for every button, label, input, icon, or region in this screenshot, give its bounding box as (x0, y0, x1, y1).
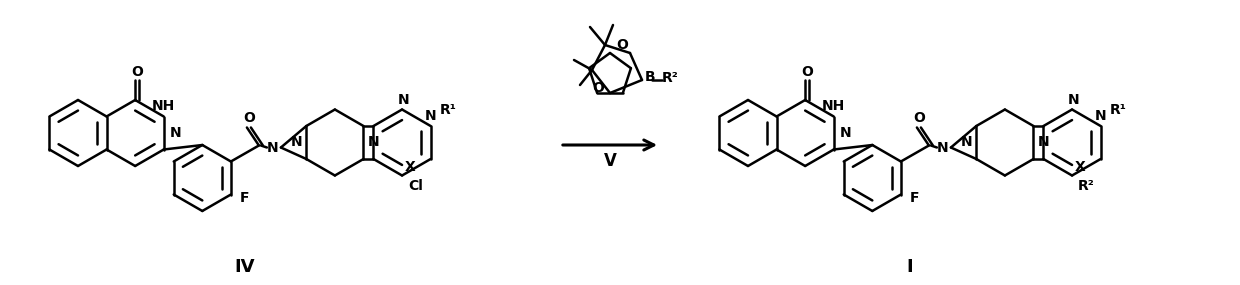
Text: B: B (645, 70, 655, 84)
Text: R¹: R¹ (440, 103, 458, 117)
Text: N: N (1068, 93, 1080, 107)
Text: O: O (913, 111, 925, 125)
Text: I: I (906, 258, 914, 276)
Text: NH: NH (151, 99, 175, 113)
Text: R²: R² (1078, 178, 1095, 192)
Text: X: X (405, 160, 415, 174)
Text: N: N (170, 126, 181, 140)
Text: N: N (290, 135, 303, 150)
Text: N: N (424, 109, 436, 123)
Text: N: N (398, 93, 410, 107)
Text: O: O (616, 38, 627, 52)
Text: IV: IV (234, 258, 255, 276)
Text: N: N (1095, 109, 1106, 123)
Text: R²: R² (662, 71, 678, 85)
Text: O: O (243, 111, 255, 125)
Text: N: N (839, 126, 852, 140)
Text: N: N (1038, 135, 1049, 150)
Text: O: O (591, 81, 604, 95)
Text: NH: NH (822, 99, 846, 113)
Text: F: F (241, 192, 249, 205)
Text: N: N (267, 141, 279, 154)
Text: X: X (1075, 160, 1086, 174)
Text: R¹: R¹ (1110, 103, 1127, 117)
Text: V: V (604, 152, 616, 170)
Text: N: N (961, 135, 972, 150)
Text: Cl: Cl (409, 178, 424, 192)
Text: F: F (910, 192, 920, 205)
Text: O: O (131, 65, 143, 79)
Text: N: N (368, 135, 379, 150)
Text: N: N (937, 141, 949, 154)
Text: O: O (801, 65, 813, 79)
